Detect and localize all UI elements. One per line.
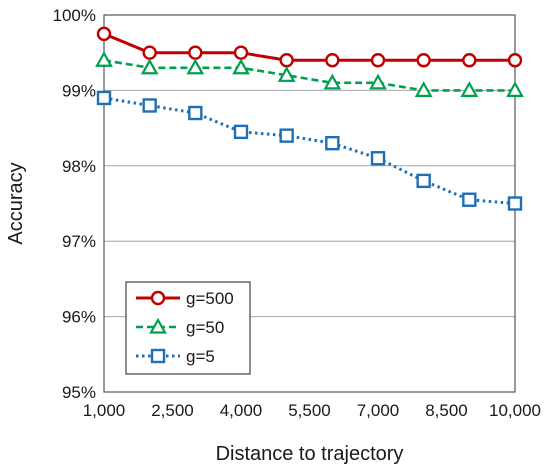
data-point <box>279 128 294 143</box>
series-line <box>103 32 515 62</box>
data-point <box>416 53 431 68</box>
x-axis-ticks: 1,000 2,500 4,000 5,500 7,000 8,500 10,000 <box>83 401 541 420</box>
data-point <box>142 98 157 113</box>
x-tick-label: 10,000 <box>489 401 541 420</box>
data-point <box>460 81 479 98</box>
y-axis-ticks: 95% 96% 97% 98% 99% 100% <box>53 6 96 402</box>
data-point <box>370 53 386 68</box>
data-point <box>462 53 477 68</box>
data-point <box>323 73 342 90</box>
data-point <box>416 173 431 189</box>
x-tick-label: 2,500 <box>151 401 194 420</box>
x-tick-label: 7,000 <box>357 401 400 420</box>
legend-label: g=500 <box>186 289 234 308</box>
data-point <box>506 81 524 98</box>
x-tick-label: 8,500 <box>425 401 468 420</box>
y-tick-label: 97% <box>62 232 96 251</box>
y-tick-label: 99% <box>62 81 96 100</box>
y-tick-label: 98% <box>62 157 96 176</box>
data-point <box>507 196 523 211</box>
legend-entry: g=50 <box>136 317 224 337</box>
x-axis-title: Distance to trajectory <box>216 443 404 465</box>
data-point <box>95 50 113 67</box>
series-line <box>103 96 516 205</box>
legend: g=500 g=50 g=5 <box>125 281 251 375</box>
y-axis-title: Accuracy <box>5 162 27 244</box>
data-point <box>462 192 477 207</box>
data-point <box>186 58 205 75</box>
data-point <box>370 151 386 166</box>
data-point <box>188 45 203 60</box>
legend-label: g=50 <box>186 318 224 337</box>
y-tick-label: 100% <box>53 6 96 25</box>
legend-marker <box>150 348 166 364</box>
data-point <box>96 90 112 106</box>
series-triangle <box>95 50 524 98</box>
y-tick-label: 95% <box>62 383 96 402</box>
legend-marker <box>149 317 167 334</box>
y-tick-label: 96% <box>62 308 96 327</box>
legend-entry: g=5 <box>136 347 215 366</box>
data-point <box>414 81 433 98</box>
data-point <box>233 45 249 60</box>
data-point <box>325 53 340 68</box>
data-point <box>233 124 249 140</box>
legend-marker <box>150 290 166 306</box>
data-point <box>140 58 159 75</box>
data-point <box>142 45 157 60</box>
x-tick-label: 1,000 <box>83 401 126 420</box>
legend-entry: g=500 <box>136 289 234 308</box>
x-tick-label: 5,500 <box>288 401 331 420</box>
data-point <box>232 58 250 75</box>
data-point <box>279 53 294 68</box>
data-point <box>507 53 523 68</box>
data-point <box>188 105 203 121</box>
data-point <box>325 135 340 151</box>
data-point <box>96 26 112 42</box>
x-tick-label: 4,000 <box>220 401 263 420</box>
series-group <box>95 26 524 211</box>
data-point <box>277 66 296 82</box>
legend-label: g=5 <box>186 347 215 366</box>
data-point <box>369 73 387 90</box>
series-circle <box>96 26 523 68</box>
series-square <box>96 90 523 211</box>
series-line <box>103 58 515 92</box>
